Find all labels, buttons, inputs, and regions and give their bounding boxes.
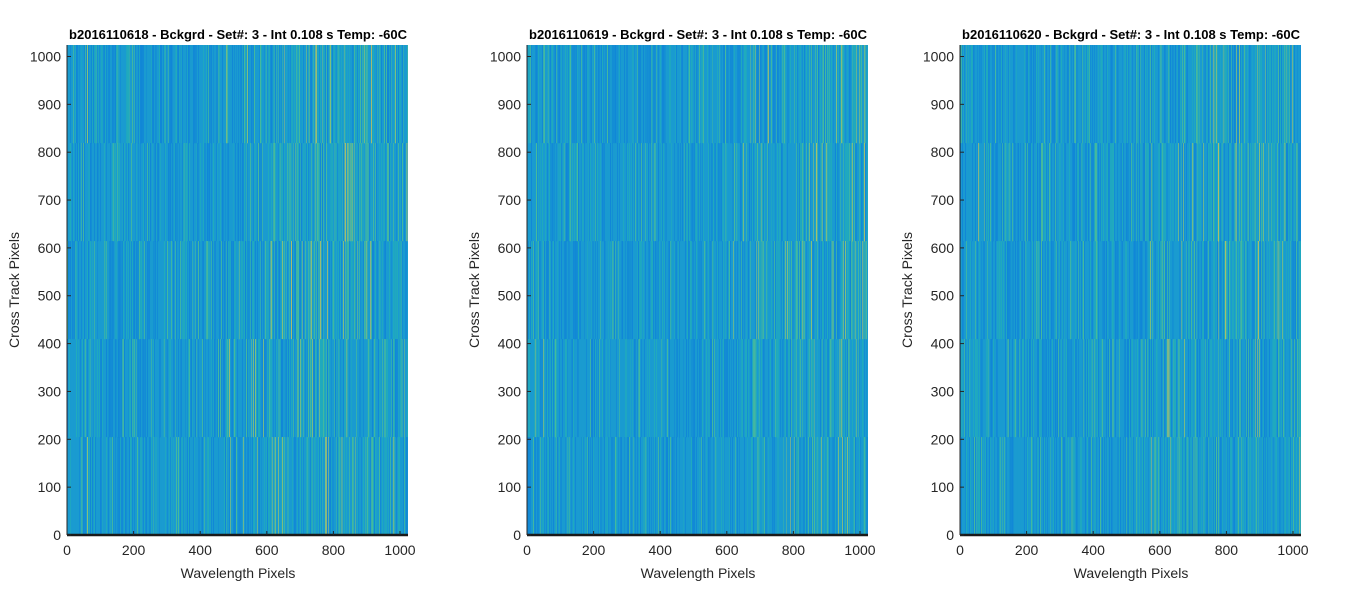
y-tick-label: 800 <box>498 144 522 160</box>
heatmap-panel-3: b2016110620 - Bckgrd - Set#: 3 - Int 0.1… <box>893 0 1343 600</box>
y-tick-label: 100 <box>38 479 62 495</box>
chart-title: b2016110619 - Bckgrd - Set#: 3 - Int 0.1… <box>529 27 868 42</box>
plot-area <box>67 45 408 536</box>
heatmap-band <box>527 241 868 340</box>
y-axis-label: Cross Track Pixels <box>899 232 915 348</box>
y-tick-label: 1000 <box>490 48 521 64</box>
heatmap-band <box>960 45 1301 144</box>
y-tick-label: 0 <box>53 527 61 543</box>
y-tick-label: 700 <box>931 192 955 208</box>
x-tick-label: 0 <box>523 542 531 558</box>
y-tick-label: 1000 <box>923 48 954 64</box>
heatmap-band <box>527 339 868 438</box>
y-tick-label: 600 <box>498 240 522 256</box>
y-tick-label: 100 <box>498 479 522 495</box>
y-tick-label: 0 <box>946 527 954 543</box>
y-tick-label: 900 <box>38 96 62 112</box>
y-tick-label: 300 <box>498 383 522 399</box>
y-tick-label: 900 <box>931 96 955 112</box>
heatmap-panel-1: b2016110618 - Bckgrd - Set#: 3 - Int 0.1… <box>0 0 450 600</box>
heatmap-band <box>960 437 1301 536</box>
x-tick-label: 800 <box>782 542 806 558</box>
heatmap-3: b2016110620 - Bckgrd - Set#: 3 - Int 0.1… <box>899 27 1309 581</box>
heatmap-panel-2: b2016110619 - Bckgrd - Set#: 3 - Int 0.1… <box>460 0 910 600</box>
heatmap-band <box>67 339 408 438</box>
y-axis-label: Cross Track Pixels <box>466 232 482 348</box>
chart-title: b2016110618 - Bckgrd - Set#: 3 - Int 0.1… <box>69 27 408 42</box>
y-tick-label: 500 <box>38 288 62 304</box>
tick-group: 0 200 400 600 800 1000 0 100 200 300 400 500 600 700 8… <box>30 45 416 558</box>
x-axis-label: Wavelength Pixels <box>1074 565 1189 581</box>
x-tick-label: 800 <box>1215 542 1239 558</box>
y-tick-label: 300 <box>38 383 62 399</box>
y-tick-label: 900 <box>498 96 522 112</box>
heatmap-band <box>527 45 868 144</box>
x-tick-label: 600 <box>715 542 739 558</box>
y-tick-label: 400 <box>498 336 522 352</box>
x-tick-label: 1000 <box>384 542 415 558</box>
y-tick-label: 700 <box>498 192 522 208</box>
heatmap-2: b2016110619 - Bckgrd - Set#: 3 - Int 0.1… <box>466 27 876 581</box>
heatmap-band <box>67 45 408 144</box>
tick-group: 0 200 400 600 800 1000 0 100 200 300 400 500 600 700 8… <box>490 45 876 558</box>
chart-title: b2016110620 - Bckgrd - Set#: 3 - Int 0.1… <box>962 27 1301 42</box>
x-tick-label: 200 <box>582 542 606 558</box>
x-tick-label: 600 <box>255 542 279 558</box>
plot-area <box>960 45 1301 536</box>
heatmap-band <box>67 437 408 536</box>
y-tick-label: 300 <box>931 383 955 399</box>
y-tick-label: 200 <box>38 431 62 447</box>
tick-group: 0 200 400 600 800 1000 0 100 200 300 400 500 600 700 8… <box>923 45 1309 558</box>
y-tick-label: 600 <box>931 240 955 256</box>
y-tick-label: 1000 <box>30 48 61 64</box>
y-tick-label: 700 <box>38 192 62 208</box>
heatmap-1: b2016110618 - Bckgrd - Set#: 3 - Int 0.1… <box>6 27 416 581</box>
x-tick-label: 1000 <box>1277 542 1308 558</box>
x-tick-label: 1000 <box>844 542 875 558</box>
y-tick-label: 800 <box>931 144 955 160</box>
y-tick-label: 400 <box>38 336 62 352</box>
x-tick-label: 200 <box>122 542 146 558</box>
x-tick-label: 200 <box>1015 542 1039 558</box>
y-tick-label: 400 <box>931 336 955 352</box>
y-tick-label: 200 <box>498 431 522 447</box>
y-tick-label: 100 <box>931 479 955 495</box>
y-tick-label: 500 <box>498 288 522 304</box>
plot-area <box>527 45 868 536</box>
x-axis-label: Wavelength Pixels <box>641 565 756 581</box>
x-axis-label: Wavelength Pixels <box>181 565 296 581</box>
x-tick-label: 400 <box>649 542 673 558</box>
x-tick-label: 400 <box>1082 542 1106 558</box>
heatmap-band <box>960 241 1301 340</box>
y-tick-label: 200 <box>931 431 955 447</box>
heatmap-band <box>960 339 1301 438</box>
x-tick-label: 600 <box>1148 542 1172 558</box>
heatmap-band <box>527 143 868 242</box>
heatmap-band <box>527 437 868 536</box>
x-tick-label: 0 <box>956 542 964 558</box>
y-tick-label: 500 <box>931 288 955 304</box>
heatmap-band <box>67 143 408 242</box>
y-tick-label: 600 <box>38 240 62 256</box>
y-tick-label: 800 <box>38 144 62 160</box>
x-tick-label: 800 <box>322 542 346 558</box>
heatmap-band <box>67 241 408 340</box>
x-tick-label: 400 <box>189 542 213 558</box>
y-tick-label: 0 <box>513 527 521 543</box>
heatmap-band <box>960 143 1301 242</box>
y-axis-label: Cross Track Pixels <box>6 232 22 348</box>
x-tick-label: 0 <box>63 542 71 558</box>
